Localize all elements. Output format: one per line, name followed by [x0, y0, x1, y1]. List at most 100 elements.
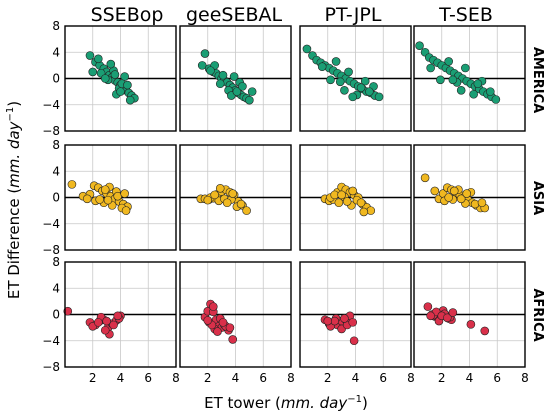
data-point [210, 190, 219, 200]
panel-geesebal-africa: 2 4 6 8 [179, 261, 295, 385]
data-point [486, 87, 495, 96]
data-point [423, 302, 433, 311]
panel-frame [179, 261, 292, 368]
panel-frame [413, 144, 526, 251]
data-point [120, 189, 129, 198]
data-point [215, 79, 225, 89]
data-point [348, 92, 358, 102]
y-axis-label: ET Difference (mm. day−1) [5, 101, 23, 299]
data-point [302, 44, 312, 54]
panel-ptjpl-asia [299, 144, 412, 251]
y-tick-label: 4 [52, 281, 60, 295]
data-point [106, 59, 116, 69]
panel-geesebal-asia [179, 144, 292, 251]
data-point [444, 193, 453, 202]
y-tick-label: −8 [42, 124, 60, 138]
column-title-geesebal: geeSEBAL [186, 4, 283, 26]
data-point [448, 75, 458, 85]
panel-frame [413, 261, 526, 368]
panel-frame [413, 25, 526, 132]
panel-ptjpl-america [299, 25, 412, 132]
data-point [473, 79, 483, 89]
x-tick-label: 8 [521, 371, 529, 385]
row-label-america: AMERICA [530, 47, 545, 113]
data-point [123, 80, 132, 90]
data-point [335, 77, 345, 87]
data-point [116, 87, 125, 96]
data-point [110, 70, 120, 79]
y-tick-label: 8 [52, 138, 60, 152]
data-point [430, 186, 440, 196]
panel-frame [64, 144, 177, 251]
data-point [469, 89, 478, 99]
data-point [462, 189, 472, 198]
data-point [121, 206, 131, 215]
y-tick-label: 8 [52, 19, 60, 33]
data-point [349, 336, 359, 346]
data-point [374, 92, 384, 102]
data-point [456, 194, 466, 204]
panel-frame [179, 25, 292, 132]
panel-ssebop-africa: 8 4 0 −4 −8 2 4 6 8 [42, 255, 180, 385]
data-point [337, 190, 346, 200]
data-point [222, 198, 232, 208]
data-point [82, 194, 92, 204]
column-title-ptjpl: PT-JPL [325, 4, 382, 26]
data-point [426, 63, 435, 73]
panel-geesebal-america [179, 25, 292, 132]
panel-tseb-america [413, 25, 526, 132]
panel-frame [299, 261, 412, 368]
data-point [228, 189, 238, 198]
data-point [242, 206, 251, 215]
column-title-tseb: T-SEB [438, 4, 493, 26]
data-point [245, 95, 254, 105]
data-point [356, 198, 366, 208]
x-tick-label: 4 [117, 371, 125, 385]
data-point [203, 195, 213, 205]
data-point [436, 75, 445, 85]
y-tick-label: 0 [52, 191, 60, 205]
data-point [340, 314, 349, 323]
x-tick-label: 6 [144, 371, 152, 385]
row-labels: AMERICA ASIA AFRICA [530, 47, 545, 342]
x-tick-label: 6 [259, 371, 267, 385]
data-point [232, 87, 242, 96]
data-point [85, 51, 95, 60]
y-tick-label: 0 [52, 72, 60, 86]
x-tick-label: 4 [232, 371, 240, 385]
panel-ssebop-america: 8 4 0 −4 −8 [42, 19, 177, 138]
data-point [326, 75, 335, 85]
x-axis-label: ET tower (mm. day−1) [204, 394, 368, 412]
y-tick-label: −8 [42, 243, 60, 257]
column-titles: SSEBop geeSEBAL PT-JPL T-SEB [91, 4, 493, 26]
data-point [342, 197, 352, 206]
data-point [218, 70, 228, 80]
data-point [229, 72, 239, 81]
row-label-africa: AFRICA [530, 288, 545, 341]
data-point [365, 87, 374, 96]
data-point [360, 76, 370, 86]
y-tick-label: −8 [42, 360, 60, 374]
data-point [238, 82, 247, 91]
y-tick-label: −4 [42, 217, 60, 231]
panel-ssebop-asia: 8 4 0 −4 −8 [42, 138, 177, 257]
data-point [323, 316, 333, 326]
data-point [340, 86, 349, 95]
data-point [466, 320, 476, 329]
x-tick-label: 6 [493, 371, 501, 385]
panel-frame [299, 25, 412, 132]
data-point [94, 54, 103, 64]
x-tick-label: 2 [324, 371, 332, 385]
data-point [200, 49, 210, 58]
data-point [334, 198, 344, 208]
data-point [366, 206, 376, 215]
data-point [448, 308, 458, 317]
y-tick-label: −4 [42, 334, 60, 348]
data-point [109, 320, 118, 330]
data-point [206, 66, 215, 75]
panel-frame [299, 144, 412, 251]
data-point [94, 318, 103, 327]
data-point [236, 199, 246, 209]
